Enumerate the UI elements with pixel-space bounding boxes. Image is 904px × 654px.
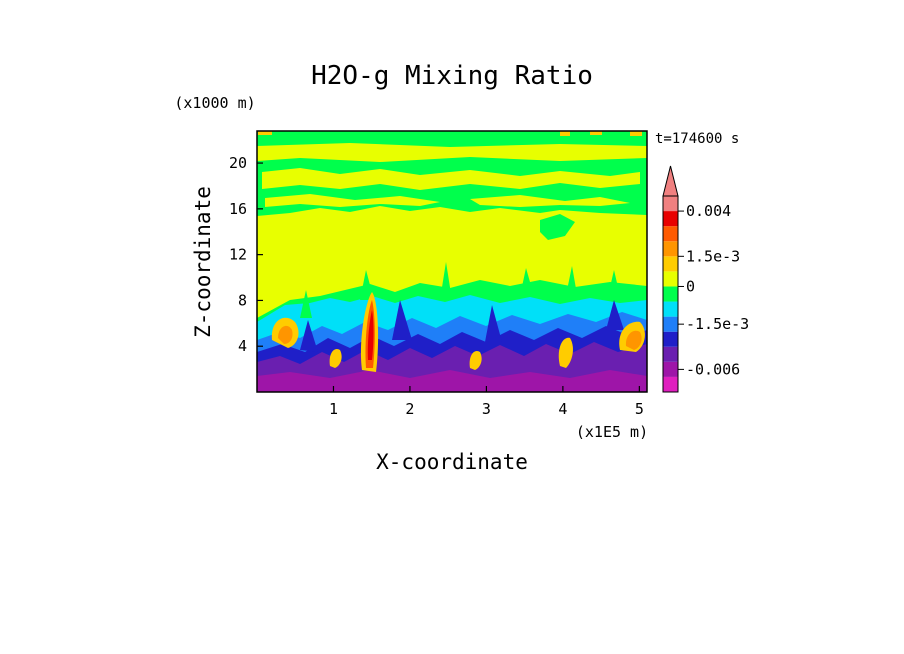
x-axis-title: X-coordinate — [376, 450, 528, 474]
x-tick-label: 1 — [329, 400, 338, 418]
y-tick-label: 16 — [229, 200, 247, 218]
x-tick-label: 5 — [635, 400, 644, 418]
colorbar-label: -0.006 — [686, 360, 740, 378]
y-tick-label: 20 — [229, 154, 247, 172]
plot-frame — [256, 130, 648, 393]
colorbar-cell — [663, 271, 678, 287]
colorbar-cell — [663, 316, 678, 332]
colorbar-cell — [663, 376, 678, 392]
x-tick-label: 2 — [405, 400, 414, 418]
colorbar: 0.004 1.5e-3 0 -1.5e-3 -0.006 — [662, 165, 749, 393]
chart-title: H2O-g Mixing Ratio — [311, 61, 593, 91]
contour-field — [257, 131, 647, 392]
colorbar-cell — [663, 211, 678, 227]
y-tick-label: 4 — [238, 337, 247, 355]
colorbar-cell — [663, 226, 678, 242]
colorbar-cell — [663, 196, 678, 212]
x-tick-label: 3 — [482, 400, 491, 418]
colorbar-cell — [663, 301, 678, 317]
colorbar-cell — [663, 241, 678, 257]
x-unit-label: (x1E5 m) — [576, 423, 648, 441]
colorbar-cell — [663, 346, 678, 362]
colorbar-label: 1.5e-3 — [686, 247, 740, 265]
colorbar-label: -1.5e-3 — [686, 315, 749, 333]
colorbar-cell — [663, 331, 678, 347]
y-axis: 4 8 12 16 20 — [229, 154, 263, 355]
colorbar-extend-arrow — [662, 165, 679, 197]
colorbar-label: 0 — [686, 277, 695, 295]
y-axis-title: Z-coordinate — [191, 186, 215, 338]
colorbar-cell — [663, 286, 678, 302]
x-tick-label: 4 — [558, 400, 567, 418]
colorbar-cell — [663, 256, 678, 272]
colorbar-cell — [663, 361, 678, 377]
colorbar-label: 0.004 — [686, 202, 731, 220]
y-tick-label: 12 — [229, 246, 247, 264]
time-label: t=174600 s — [655, 131, 739, 147]
y-unit-label: (x1000 m) — [174, 94, 255, 112]
y-tick-label: 8 — [238, 291, 247, 309]
x-axis: 1 2 3 4 5 — [329, 386, 644, 418]
